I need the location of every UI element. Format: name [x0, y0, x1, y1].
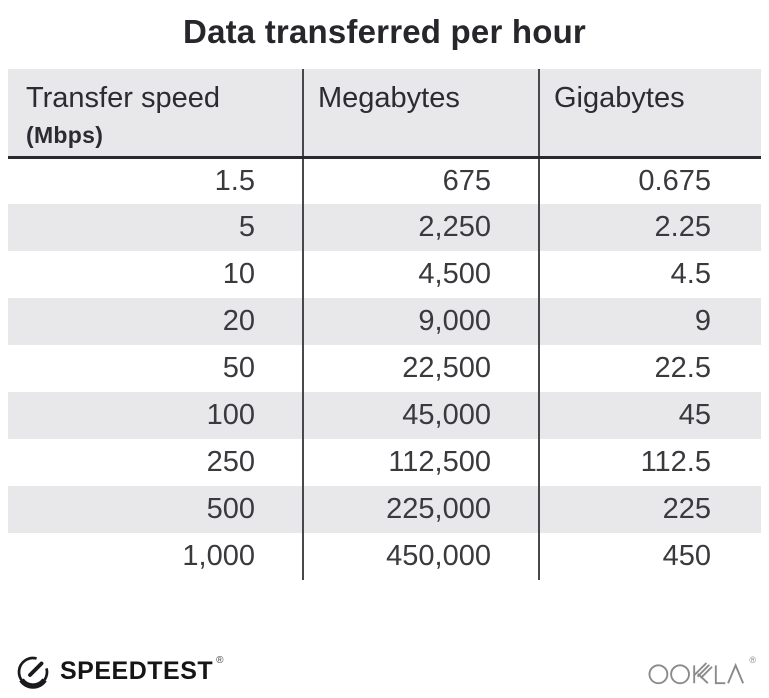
megabytes-cell: 45,000: [302, 392, 539, 439]
speed-cell: 100: [8, 392, 303, 439]
speed-cell: 1.5: [214, 164, 255, 197]
ookla-wordmark-icon: [648, 662, 745, 685]
table-row: 5 2,250 2.25: [8, 204, 761, 251]
speed-cell: 1,000: [182, 540, 255, 572]
col-header-mbps-unit: (Mbps): [26, 122, 104, 148]
speedtest-wordmark: SPEEDTEST: [60, 656, 214, 685]
gigabytes-cell: 225: [538, 486, 761, 533]
megabytes-cell: 22,500: [302, 345, 539, 392]
megabytes-cell: 9,000: [302, 298, 539, 345]
speed-cell: 5: [8, 204, 303, 251]
table-row: 500 225,000 225: [8, 486, 761, 533]
table-row: 10 4,500 4.5: [8, 251, 761, 298]
col-header-transfer-speed: Transfer speed (Mbps): [8, 69, 303, 159]
table-row: 1.5 675 0.675: [8, 157, 761, 204]
gigabytes-cell: 22.5: [538, 345, 761, 392]
table-row: 100 45,000 45: [8, 392, 761, 439]
megabytes-cell: 675: [302, 157, 539, 204]
gigabytes-cell: 450: [538, 533, 761, 580]
speed-cell: 250: [206, 446, 255, 478]
col-header-gigabytes: Gigabytes: [538, 69, 761, 159]
megabytes-cell: 450,000: [302, 533, 539, 580]
table-row: 1,000 450,000 450: [8, 533, 761, 580]
speed-cell: 10: [222, 258, 255, 290]
ookla-registered-trademark-icon: ®: [749, 655, 756, 665]
table-row: 50 22,500 22.5: [8, 345, 761, 392]
speed-cell: 50: [222, 352, 255, 384]
speedtest-gauge-icon: [17, 656, 49, 689]
gigabytes-cell: 2.25: [538, 204, 761, 251]
gigabytes-cell: 9: [538, 298, 761, 345]
ookla-logo: ®: [646, 655, 756, 687]
gigabytes-cell: 112.5: [538, 439, 761, 486]
table-row: 250 112,500 112.5: [8, 439, 761, 486]
gigabytes-cell: 45: [538, 392, 761, 439]
megabytes-cell: 225,000: [302, 486, 539, 533]
page-title: Data transferred per hour: [183, 13, 586, 50]
speedtest-registered-trademark-icon: ®: [216, 655, 224, 666]
speedtest-logo: SPEEDTEST ®: [13, 651, 224, 691]
gigabytes-cell: 4.5: [538, 251, 761, 298]
col-header-transfer-speed-label: Transfer speed: [26, 82, 220, 114]
col-header-megabytes: Megabytes: [302, 69, 539, 159]
table-row: 20 9,000 9: [8, 298, 761, 345]
megabytes-cell: 4,500: [302, 251, 539, 298]
speed-cell: 20: [8, 298, 303, 345]
gigabytes-cell: 0.675: [538, 157, 761, 204]
megabytes-cell: 2,250: [302, 204, 539, 251]
megabytes-cell: 112,500: [302, 439, 539, 486]
speed-cell: 500: [8, 486, 303, 533]
header-row: Transfer speed (Mbps) Megabytes Gigabyte…: [8, 69, 761, 159]
data-table: Transfer speed (Mbps) Megabytes Gigabyte…: [8, 69, 761, 580]
